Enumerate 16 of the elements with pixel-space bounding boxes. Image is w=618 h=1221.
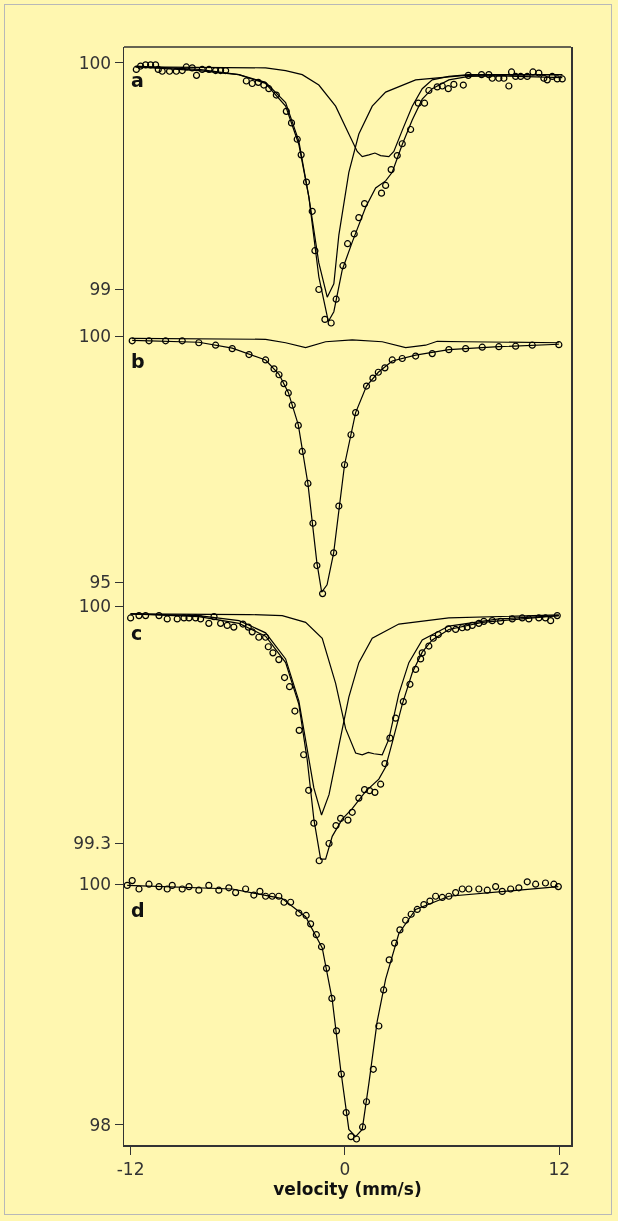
x-tick-label: 12	[548, 1158, 571, 1179]
y-tick-label: 99	[89, 279, 112, 300]
y-tick-label: 98	[89, 1114, 112, 1135]
y-tick-label: 100	[78, 874, 112, 895]
x-axis-title: velocity (mm/s)	[273, 1178, 422, 1199]
y-tick-label: 99.3	[73, 833, 112, 854]
text: b	[131, 350, 145, 372]
y-tick-label: 100	[78, 596, 112, 617]
x-tick-label: -12	[116, 1158, 145, 1179]
text: a	[131, 69, 144, 91]
y-tick-label: 95	[89, 572, 112, 593]
y-tick-label: 100	[78, 326, 112, 347]
y-tick-label: 100	[78, 52, 112, 73]
text: d	[131, 899, 145, 921]
text: c	[131, 622, 143, 644]
x-tick-label: 0	[339, 1158, 351, 1179]
